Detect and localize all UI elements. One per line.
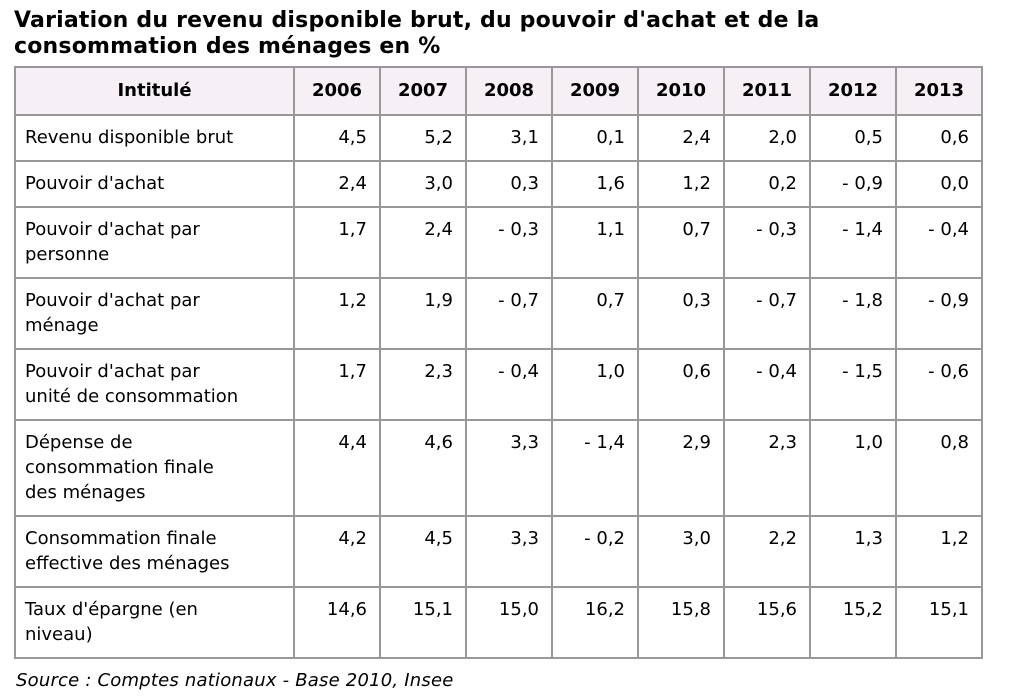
value-cell: 1,0 (551, 348, 639, 421)
value-cell: 0,2 (723, 160, 811, 208)
value-cell: 0,6 (895, 114, 983, 162)
table-row: Pouvoir d'achat par ménage 1,2 1,9 - 0,7… (14, 277, 983, 350)
table-row: Dépense de consommation finale des ménag… (14, 419, 983, 517)
row-label: Revenu disponible brut (14, 114, 295, 162)
page-title: Variation du revenu disponible brut, du … (14, 8, 820, 59)
col-header-year-2013: 2013 (895, 66, 983, 116)
row-label: Consommation finale effective des ménage… (14, 515, 295, 588)
value-cell: 1,0 (809, 419, 897, 517)
table-row: Pouvoir d'achat par personne 1,7 2,4 - 0… (14, 206, 983, 279)
value-cell: 2,4 (293, 160, 381, 208)
value-cell: 3,1 (465, 114, 553, 162)
value-cell: 0,3 (637, 277, 725, 350)
col-header-year-2008: 2008 (465, 66, 553, 116)
value-cell: 5,2 (379, 114, 467, 162)
value-cell: 0,7 (637, 206, 725, 279)
value-cell: 1,1 (551, 206, 639, 279)
row-label: Pouvoir d'achat par ménage (14, 277, 295, 350)
value-cell: - 0,9 (895, 277, 983, 350)
value-cell: - 0,6 (895, 348, 983, 421)
value-cell: 3,0 (637, 515, 725, 588)
value-cell: 15,0 (465, 586, 553, 659)
value-cell: 0,7 (551, 277, 639, 350)
value-cell: 0,0 (895, 160, 983, 208)
row-label: Pouvoir d'achat par personne (14, 206, 295, 279)
data-table: Intitulé 2006 2007 2008 2009 2010 2011 2… (14, 66, 983, 659)
value-cell: 2,2 (723, 515, 811, 588)
value-cell: - 1,4 (551, 419, 639, 517)
col-header-intitule: Intitulé (14, 66, 295, 116)
value-cell: 15,6 (723, 586, 811, 659)
value-cell: 2,0 (723, 114, 811, 162)
value-cell: 0,6 (637, 348, 725, 421)
value-cell: 4,4 (293, 419, 381, 517)
value-cell: 2,4 (379, 206, 467, 279)
col-header-year-2006: 2006 (293, 66, 381, 116)
value-cell: - 0,9 (809, 160, 897, 208)
value-cell: - 0,2 (551, 515, 639, 588)
value-cell: 4,5 (379, 515, 467, 588)
value-cell: - 1,4 (809, 206, 897, 279)
row-label: Dépense de consommation finale des ménag… (14, 419, 295, 517)
value-cell: - 0,7 (723, 277, 811, 350)
row-label: Pouvoir d'achat (14, 160, 295, 208)
value-cell: 1,9 (379, 277, 467, 350)
value-cell: 1,2 (293, 277, 381, 350)
value-cell: 1,7 (293, 348, 381, 421)
table-row: Consommation finale effective des ménage… (14, 515, 983, 588)
table-row: Pouvoir d'achat 2,4 3,0 0,3 1,6 1,2 0,2 … (14, 160, 983, 208)
value-cell: 4,2 (293, 515, 381, 588)
row-label: Taux d'épargne (en niveau) (14, 586, 295, 659)
value-cell: 0,1 (551, 114, 639, 162)
value-cell: - 0,3 (723, 206, 811, 279)
value-cell: 4,6 (379, 419, 467, 517)
col-header-year-2009: 2009 (551, 66, 639, 116)
value-cell: 2,4 (637, 114, 725, 162)
value-cell: 3,0 (379, 160, 467, 208)
value-cell: - 0,4 (723, 348, 811, 421)
value-cell: 3,3 (465, 515, 553, 588)
value-cell: 16,2 (551, 586, 639, 659)
source-note: Source : Comptes nationaux - Base 2010, … (16, 670, 454, 691)
value-cell: 14,6 (293, 586, 381, 659)
value-cell: 15,8 (637, 586, 725, 659)
value-cell: 0,5 (809, 114, 897, 162)
value-cell: 2,3 (379, 348, 467, 421)
value-cell: 1,2 (637, 160, 725, 208)
value-cell: - 1,8 (809, 277, 897, 350)
table-row: Revenu disponible brut 4,5 5,2 3,1 0,1 2… (14, 114, 983, 162)
value-cell: 3,3 (465, 419, 553, 517)
col-header-year-2011: 2011 (723, 66, 811, 116)
value-cell: 1,2 (895, 515, 983, 588)
table-row: Taux d'épargne (en niveau) 14,6 15,1 15,… (14, 586, 983, 659)
value-cell: 2,9 (637, 419, 725, 517)
value-cell: 4,5 (293, 114, 381, 162)
value-cell: 2,3 (723, 419, 811, 517)
value-cell: - 0,3 (465, 206, 553, 279)
value-cell: - 0,4 (895, 206, 983, 279)
row-label: Pouvoir d'achat par unité de consommatio… (14, 348, 295, 421)
value-cell: 15,1 (895, 586, 983, 659)
col-header-year-2010: 2010 (637, 66, 725, 116)
value-cell: - 0,7 (465, 277, 553, 350)
col-header-year-2007: 2007 (379, 66, 467, 116)
header-row: Intitulé 2006 2007 2008 2009 2010 2011 2… (14, 66, 983, 116)
value-cell: 0,8 (895, 419, 983, 517)
value-cell: - 1,5 (809, 348, 897, 421)
value-cell: - 0,4 (465, 348, 553, 421)
value-cell: 15,2 (809, 586, 897, 659)
value-cell: 1,7 (293, 206, 381, 279)
table-row: Pouvoir d'achat par unité de consommatio… (14, 348, 983, 421)
col-header-year-2012: 2012 (809, 66, 897, 116)
value-cell: 1,6 (551, 160, 639, 208)
value-cell: 0,3 (465, 160, 553, 208)
value-cell: 15,1 (379, 586, 467, 659)
value-cell: 1,3 (809, 515, 897, 588)
